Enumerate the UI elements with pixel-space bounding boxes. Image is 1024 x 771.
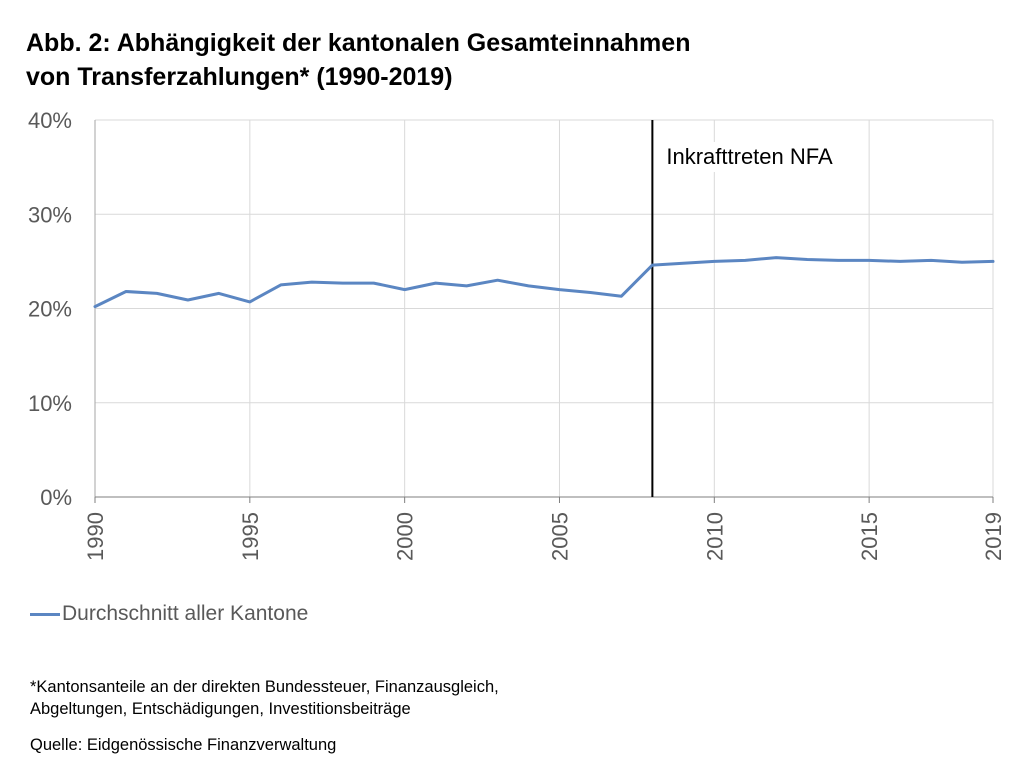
y-tick-label: 30% <box>28 202 72 227</box>
x-tick-label: 1995 <box>238 512 263 561</box>
series-line <box>93 256 995 309</box>
source-note: Quelle: Eidgenössische Finanzverwaltung <box>30 736 337 754</box>
y-tick-label: 0% <box>40 485 72 510</box>
chart-title: Abb. 2: Abhängigkeit der kantonalen Gesa… <box>26 26 690 94</box>
footnote: *Kantonsanteile an der direkten Bundesst… <box>30 676 499 720</box>
axes <box>94 120 994 503</box>
y-tick-labels: 0% 10% 20% 30% 40% <box>28 108 72 510</box>
x-tick-labels: 1990 1995 2000 2005 2010 2015 2019 <box>83 512 1006 561</box>
x-tick-label: 1990 <box>83 512 108 561</box>
legend-series-line <box>30 612 60 616</box>
chart-title-line-2: von Transferzahlungen* (1990-2019) <box>26 63 453 91</box>
x-tick-label: 2000 <box>393 512 418 561</box>
line-chart: Inkrafttreten NFA 0%10%20%30%40% 1990 199… <box>28 108 1006 561</box>
y-tick-label: 10% <box>28 391 72 416</box>
annotations: Inkrafttreten NFA <box>651 120 837 497</box>
annotation-label-background <box>662 142 837 172</box>
y-tick-label: 20% <box>28 297 72 322</box>
legend-label: Durchschnitt aller Kantone <box>62 602 309 625</box>
footnote-line-2: Abgeltungen, Entschädigungen, Investitio… <box>30 700 411 718</box>
x-tick-label: 2010 <box>702 512 727 561</box>
legend: Durchschnitt aller Kantone <box>30 602 308 626</box>
grid <box>95 119 994 497</box>
chart-title-line-1: Abb. 2: Abhängigkeit der kantonalen Gesa… <box>26 29 691 57</box>
series <box>93 256 995 309</box>
x-tick-label: 2019 <box>981 512 1006 561</box>
annotation-label: Inkrafttreten NFA <box>666 144 833 169</box>
x-tick-label: 2015 <box>857 512 882 561</box>
x-tick-label: 2005 <box>547 512 572 561</box>
y-tick-label: 40% <box>28 108 72 133</box>
footnote-line-1: *Kantonsanteile an der direkten Bundesst… <box>30 678 499 696</box>
